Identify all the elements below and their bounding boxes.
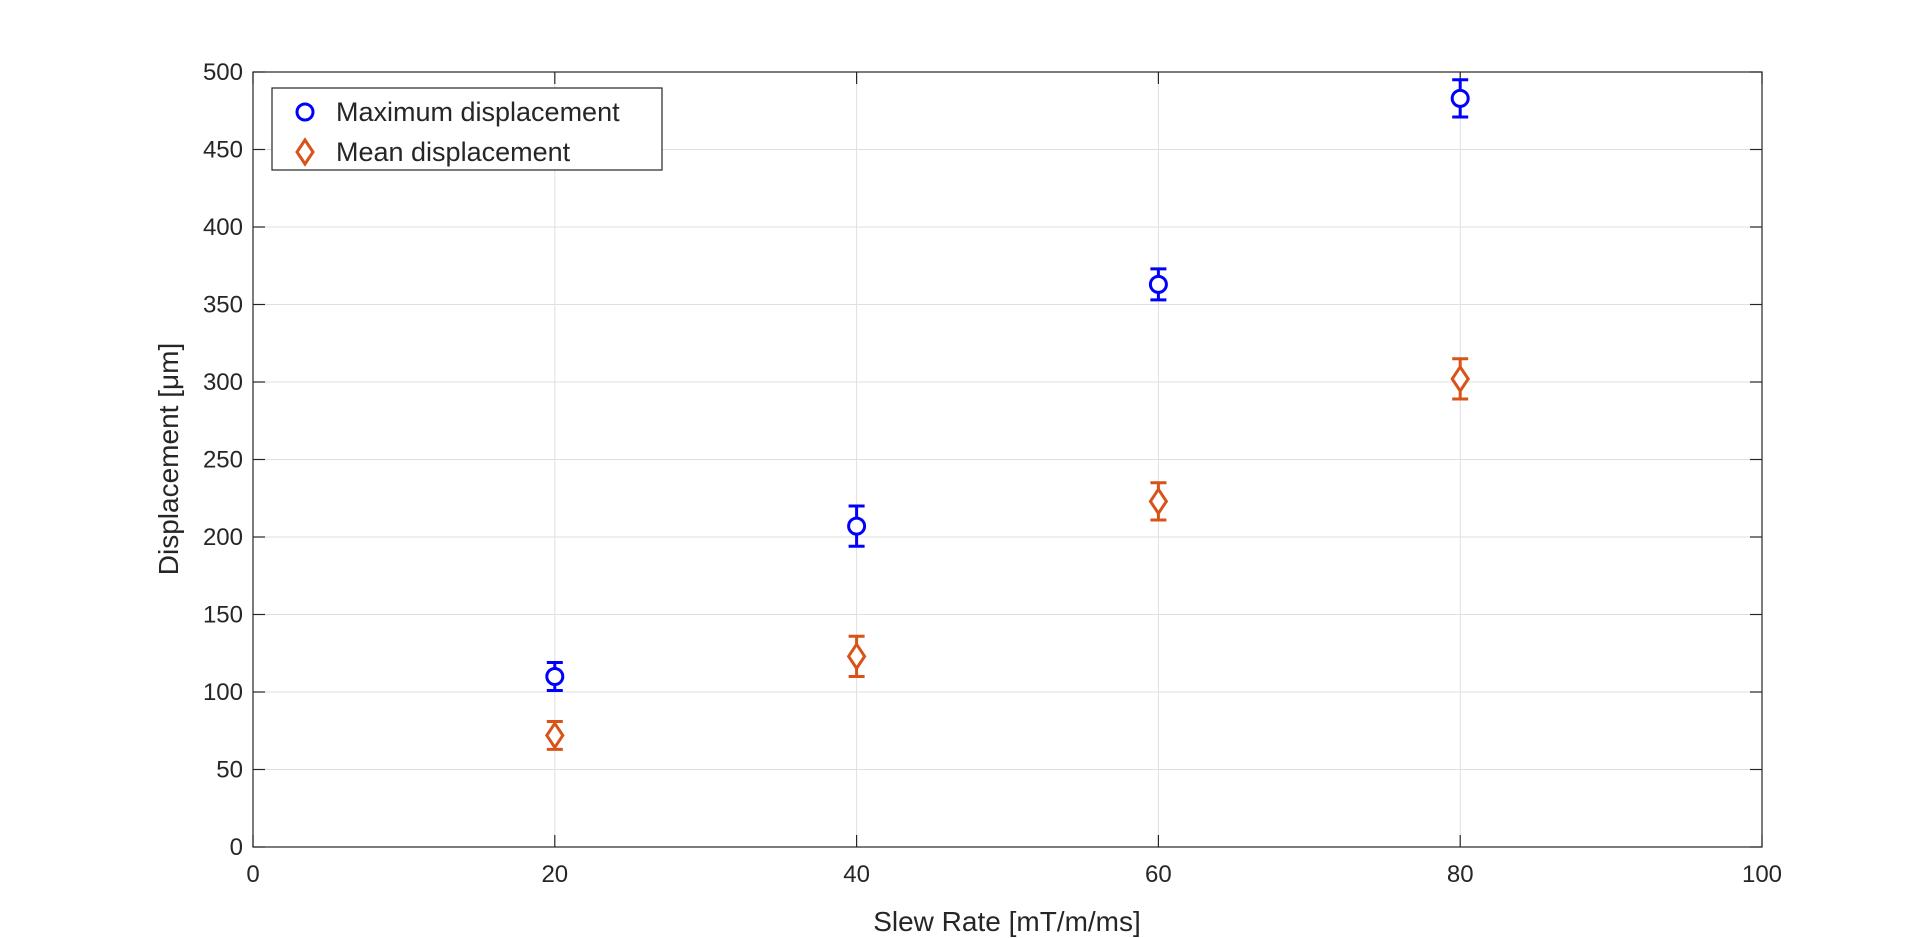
y-tick-label: 300 — [203, 369, 243, 396]
legend: Maximum displacement Mean displacement — [271, 87, 663, 171]
y-tick-label: 450 — [203, 137, 243, 164]
y-tick-label: 50 — [216, 757, 243, 784]
y-tick-label: 400 — [203, 214, 243, 241]
x-tick-label: 0 — [246, 861, 259, 888]
y-axis-title: Displacement [μm] — [153, 343, 184, 575]
data-point-circle — [847, 516, 867, 536]
x-tick-label: 100 — [1742, 861, 1782, 888]
x-tick-label: 80 — [1447, 861, 1474, 888]
series-maximum-displacement — [545, 78, 1470, 692]
y-tick-label: 200 — [203, 524, 243, 551]
data-point-circle — [545, 667, 565, 686]
y-tick-label: 150 — [203, 602, 243, 629]
legend-circle-marker — [295, 102, 315, 122]
data-point-circle — [1450, 88, 1470, 108]
data-point-diamond — [846, 641, 867, 672]
y-tick-label: 0 — [230, 834, 243, 861]
y-tick-label: 100 — [203, 679, 243, 706]
data-series — [544, 78, 1471, 751]
x-tick-label: 60 — [1145, 861, 1172, 888]
legend-label-maximum: Maximum displacement — [336, 97, 620, 127]
series-mean-displacement — [544, 357, 1471, 751]
data-point-diamond — [1450, 364, 1471, 394]
x-tick-label: 20 — [541, 861, 568, 888]
axes-box — [252, 71, 1763, 848]
x-tick-label: 40 — [843, 861, 870, 888]
y-tick-label: 350 — [203, 292, 243, 319]
legend-label-mean: Mean displacement — [336, 137, 571, 167]
legend-diamond-marker — [295, 137, 315, 167]
x-axis-title: Slew Rate [mT/m/ms] — [873, 906, 1141, 937]
y-tick-label: 500 — [203, 59, 243, 86]
tick-labels: 0 20 40 60 80 100 0 50 100 150 200 250 300 350 400 450 5… — [203, 59, 1782, 888]
data-point-diamond — [1148, 486, 1169, 517]
y-tick-label: 250 — [203, 447, 243, 474]
data-point-circle — [1148, 274, 1168, 294]
legend-box — [271, 87, 663, 171]
data-point-diamond — [544, 720, 565, 751]
